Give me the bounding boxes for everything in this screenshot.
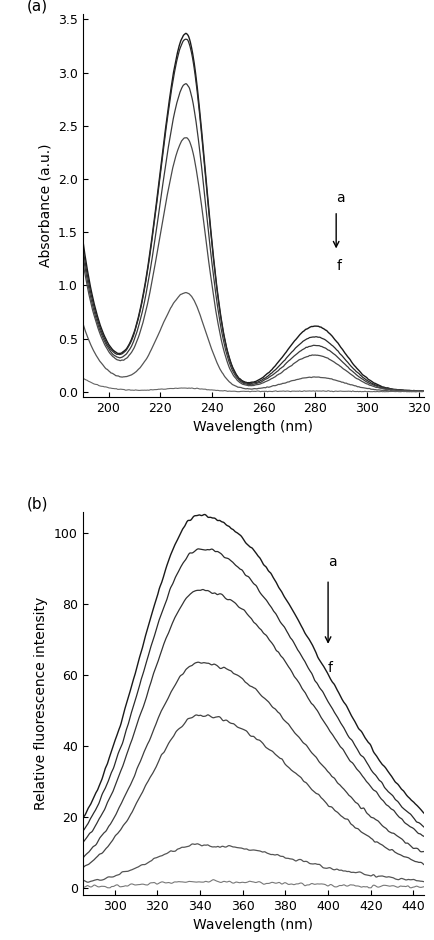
Y-axis label: Absorbance (a.u.): Absorbance (a.u.) (38, 144, 52, 267)
Text: f: f (335, 258, 340, 273)
X-axis label: Wavelength (nm): Wavelength (nm) (193, 420, 312, 434)
Text: a: a (327, 555, 336, 569)
Text: (b): (b) (26, 496, 48, 511)
Y-axis label: Relative fluorescence intensity: Relative fluorescence intensity (34, 597, 48, 810)
X-axis label: Wavelength (nm): Wavelength (nm) (193, 918, 312, 932)
Text: (a): (a) (26, 0, 47, 13)
Text: a: a (335, 191, 344, 205)
Text: f: f (327, 661, 332, 675)
